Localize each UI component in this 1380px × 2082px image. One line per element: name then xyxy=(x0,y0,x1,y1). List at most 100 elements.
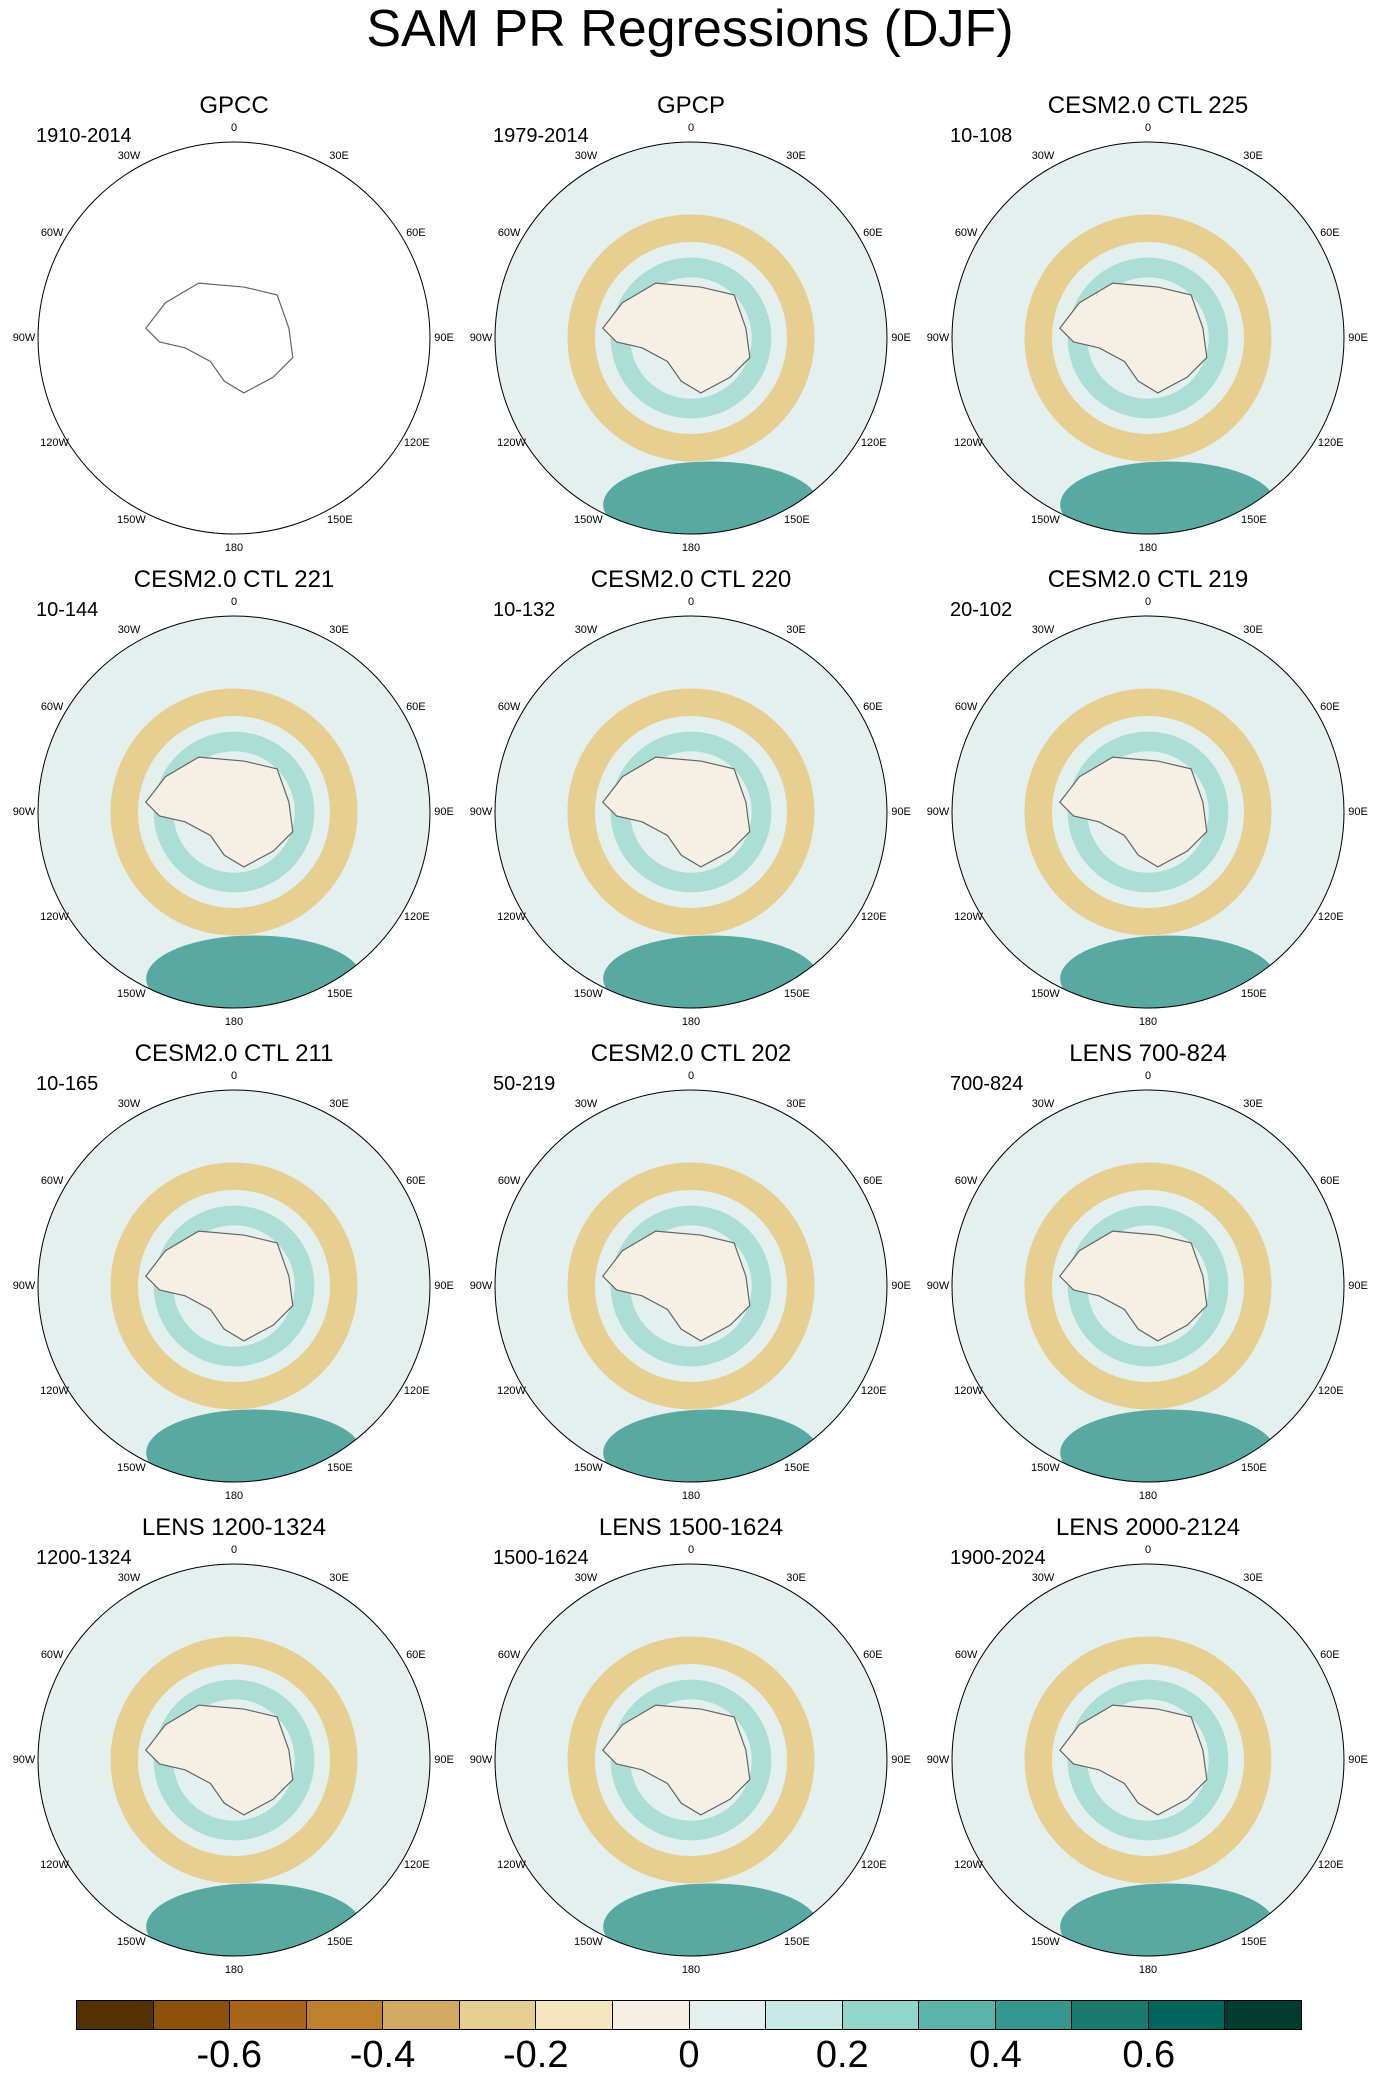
longitude-label: 90W xyxy=(12,1754,36,1766)
longitude-label: 90E xyxy=(1348,1754,1368,1766)
longitude-label: 120W xyxy=(497,437,526,449)
map-panel: CESM2.0 CTL 221 10-144 0 30E 60E 90E 120E 150E 1… xyxy=(2,566,454,1036)
longitude-label: 90E xyxy=(891,1754,911,1766)
longitude-label: 120W xyxy=(954,1385,983,1397)
antarctica-coastline xyxy=(602,1230,751,1342)
longitude-label: 90W xyxy=(12,332,36,344)
longitude-label: 0 xyxy=(687,596,695,608)
period-label: 10-132 xyxy=(493,599,556,621)
longitude-label: 60E xyxy=(1320,701,1340,713)
longitude-label: 90W xyxy=(469,332,493,344)
longitude-label: 0 xyxy=(1144,1544,1152,1556)
longitude-label: 30W xyxy=(1031,624,1055,637)
longitude-label: 150E xyxy=(784,987,810,1000)
period-label: 50-219 xyxy=(493,1073,556,1095)
longitude-label: 60W xyxy=(954,701,978,713)
longitude-label: 180 xyxy=(681,1016,701,1028)
longitude-label: 120E xyxy=(403,437,430,449)
longitude-label: 150E xyxy=(784,513,810,526)
longitude-label: 120W xyxy=(497,911,526,923)
longitude-label: 60W xyxy=(497,701,521,713)
colorbar-box xyxy=(230,2001,307,2029)
wet-anomaly xyxy=(603,461,819,534)
longitude-label: 0 xyxy=(687,122,695,134)
longitude-label: 30W xyxy=(1031,150,1055,163)
dry-ring xyxy=(1024,688,1272,936)
longitude-label: 150W xyxy=(1031,1935,1060,1948)
figure-title: SAM PR Regressions (DJF) xyxy=(366,0,1014,58)
longitude-label: 30W xyxy=(117,1098,141,1111)
longitude-label: 150W xyxy=(1031,513,1060,526)
longitude-label: 30W xyxy=(574,1572,598,1585)
longitude-label: 60E xyxy=(406,1649,426,1661)
longitude-label: 180 xyxy=(224,1490,244,1502)
map-panel: GPCP 1979-2014 0 30E 60E 90E 120E 150E 180 150W 12… xyxy=(459,92,911,562)
colorbar xyxy=(76,2000,1302,2030)
longitude-label: 60W xyxy=(497,1175,521,1187)
colorbar-box xyxy=(536,2001,613,2029)
longitude-label: 30W xyxy=(117,1572,141,1585)
longitude-label: 60E xyxy=(1320,1175,1340,1187)
map-panel: LENS 1200-1324 1200-1324 0 30E 60E 90E 120E 150… xyxy=(2,1514,454,1984)
polar-map xyxy=(951,141,1345,535)
colorbar-box xyxy=(1148,2001,1226,2029)
colorbar-tick-label: -0.2 xyxy=(503,2034,569,2076)
longitude-label: 30W xyxy=(117,150,141,163)
longitude-label: 150W xyxy=(574,513,603,526)
polar-map xyxy=(37,1563,431,1957)
longitude-label: 150W xyxy=(574,987,603,1000)
panel-title: LENS 2000-2124 xyxy=(1055,1514,1241,1541)
panel-title: LENS 1500-1624 xyxy=(598,1514,784,1541)
longitude-label: 0 xyxy=(230,122,238,134)
colorbar-tick-label: 0 xyxy=(678,2034,700,2076)
longitude-label: 150E xyxy=(327,1935,353,1948)
longitude-label: 120W xyxy=(497,1859,526,1871)
longitude-label: 90W xyxy=(469,1754,493,1766)
longitude-label: 150W xyxy=(117,513,146,526)
longitude-label: 120E xyxy=(860,1385,887,1397)
longitude-label: 90W xyxy=(12,1280,36,1292)
panel-title: GPCP xyxy=(656,92,725,119)
longitude-label: 150W xyxy=(574,1461,603,1474)
polar-map xyxy=(951,615,1345,1009)
longitude-label: 90W xyxy=(926,806,950,818)
longitude-label: 150W xyxy=(117,1935,146,1948)
longitude-label: 90E xyxy=(434,332,454,344)
longitude-label: 60W xyxy=(954,1649,978,1661)
colorbar-tick-label: -0.6 xyxy=(196,2034,262,2076)
longitude-label: 0 xyxy=(687,1070,695,1082)
longitude-label: 60W xyxy=(954,227,978,239)
longitude-label: 60E xyxy=(1320,1649,1340,1661)
longitude-label: 120W xyxy=(954,1859,983,1871)
polar-map xyxy=(494,141,888,535)
longitude-label: 30E xyxy=(329,1098,349,1111)
antarctica-coastline xyxy=(602,1704,751,1816)
longitude-label: 60W xyxy=(497,1649,521,1661)
longitude-label: 0 xyxy=(1144,122,1152,134)
map-panel: CESM2.0 CTL 211 10-165 0 30E 60E 90E 120E 150E 1… xyxy=(2,1040,454,1510)
longitude-label: 90E xyxy=(1348,332,1368,344)
colorbar-tick-label: 0.2 xyxy=(815,2034,869,2076)
colorbar-box xyxy=(1072,2001,1149,2029)
longitude-label: 0 xyxy=(1144,596,1152,608)
period-label: 700-824 xyxy=(950,1073,1024,1095)
antarctica-coastline xyxy=(1059,1704,1208,1816)
panel-title: LENS 700-824 xyxy=(1069,1040,1227,1067)
antarctica-coastline xyxy=(602,282,751,394)
panel-title: CESM2.0 CTL 221 xyxy=(133,566,335,593)
panel-title: GPCC xyxy=(199,92,269,119)
longitude-label: 90W xyxy=(926,1754,950,1766)
longitude-label: 90W xyxy=(926,1280,950,1292)
longitude-label: 90E xyxy=(434,1280,454,1292)
longitude-label: 150E xyxy=(1241,987,1267,1000)
dry-ring xyxy=(110,688,358,936)
longitude-label: 30W xyxy=(117,624,141,637)
colorbar-box xyxy=(383,2001,460,2029)
polar-map xyxy=(37,141,431,535)
longitude-label: 90E xyxy=(434,806,454,818)
wet-anomaly xyxy=(1060,1883,1276,1956)
colorbar-box xyxy=(689,2001,767,2029)
longitude-label: 30E xyxy=(329,624,349,637)
polar-map xyxy=(37,1089,431,1483)
longitude-label: 150W xyxy=(117,987,146,1000)
